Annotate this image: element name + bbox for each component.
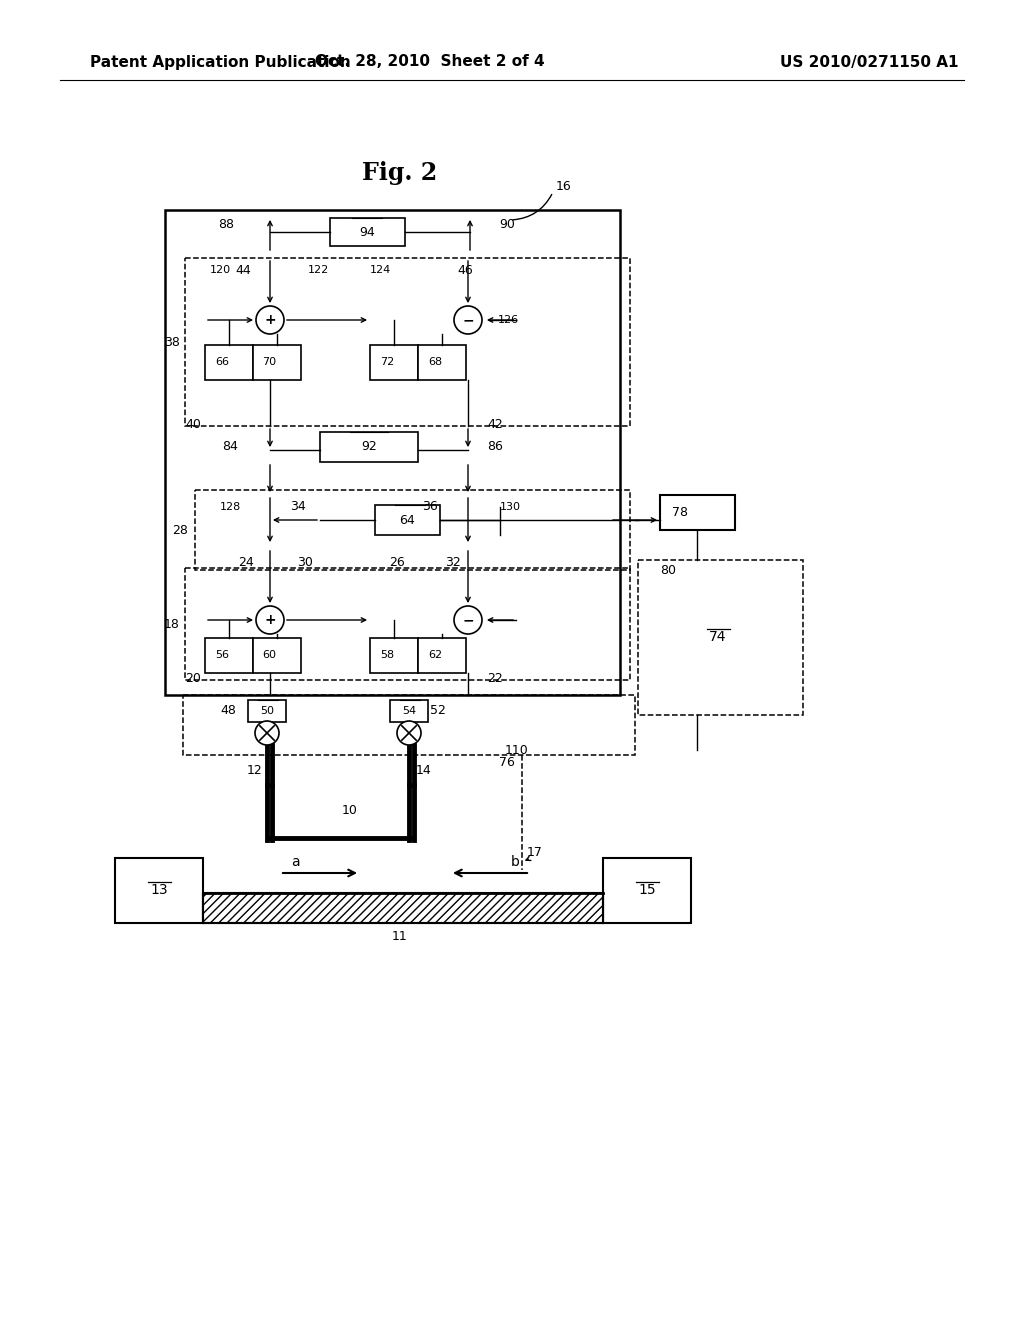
Bar (638, 560, 803, 715)
Text: 120: 120 (210, 265, 231, 275)
Text: 92: 92 (361, 441, 377, 454)
Text: 16: 16 (556, 180, 571, 193)
Bar (205, 345, 253, 380)
Text: 32: 32 (445, 557, 461, 569)
Text: 14: 14 (416, 763, 432, 776)
Text: 54: 54 (402, 706, 416, 715)
Text: 38: 38 (164, 335, 180, 348)
Bar (185, 257, 630, 426)
Text: 110: 110 (505, 743, 528, 756)
Text: 56: 56 (215, 649, 229, 660)
Text: Fig. 2: Fig. 2 (362, 161, 437, 185)
Bar (253, 345, 301, 380)
Text: 64: 64 (399, 513, 415, 527)
Bar (375, 506, 440, 535)
Text: −: − (462, 313, 474, 327)
Text: 78: 78 (672, 506, 688, 519)
Text: 60: 60 (262, 649, 276, 660)
Text: 68: 68 (428, 356, 442, 367)
Bar (660, 495, 735, 531)
Text: 10: 10 (342, 804, 358, 817)
Bar (603, 858, 691, 923)
Text: 122: 122 (307, 265, 329, 275)
Text: 11: 11 (392, 931, 408, 944)
Text: 124: 124 (370, 265, 390, 275)
Text: 18: 18 (164, 618, 180, 631)
Circle shape (454, 306, 482, 334)
Text: 20: 20 (185, 672, 201, 685)
Text: 84: 84 (222, 441, 238, 454)
Text: 72: 72 (380, 356, 394, 367)
Bar (390, 700, 428, 722)
Text: 86: 86 (487, 441, 503, 454)
Text: 17: 17 (527, 846, 543, 859)
Bar (370, 638, 418, 673)
Text: 76: 76 (499, 755, 515, 768)
Text: 12: 12 (247, 763, 263, 776)
Text: 28: 28 (172, 524, 188, 536)
Bar (370, 345, 418, 380)
Text: 34: 34 (290, 500, 306, 513)
Text: 80: 80 (660, 564, 676, 577)
Text: 46: 46 (457, 264, 473, 276)
Text: a: a (291, 855, 299, 869)
Text: 26: 26 (389, 557, 404, 569)
Text: 58: 58 (380, 649, 394, 660)
Bar (195, 490, 630, 570)
Text: +: + (264, 313, 275, 327)
Text: 128: 128 (219, 502, 241, 512)
Bar (165, 210, 620, 696)
Text: 62: 62 (428, 649, 442, 660)
Circle shape (256, 606, 284, 634)
Circle shape (255, 721, 279, 744)
Text: 90: 90 (499, 219, 515, 231)
Circle shape (454, 606, 482, 634)
Bar (115, 858, 203, 923)
Bar (319, 432, 418, 462)
Text: 13: 13 (151, 883, 168, 898)
Circle shape (256, 306, 284, 334)
Bar (205, 638, 253, 673)
Bar (418, 638, 466, 673)
Bar (418, 345, 466, 380)
Text: 50: 50 (260, 706, 274, 715)
Bar (330, 218, 406, 246)
Text: 15: 15 (638, 883, 655, 898)
Text: 88: 88 (218, 219, 234, 231)
Text: 74: 74 (710, 630, 727, 644)
Text: 30: 30 (297, 557, 313, 569)
Bar (253, 638, 301, 673)
Text: 126: 126 (498, 315, 518, 325)
Text: −: − (462, 612, 474, 627)
Text: Oct. 28, 2010  Sheet 2 of 4: Oct. 28, 2010 Sheet 2 of 4 (315, 54, 545, 70)
Text: 70: 70 (262, 356, 276, 367)
Text: 44: 44 (236, 264, 251, 276)
Bar (183, 696, 635, 755)
Text: Patent Application Publication: Patent Application Publication (90, 54, 351, 70)
Text: 94: 94 (359, 226, 375, 239)
Bar (248, 700, 286, 722)
Text: US 2010/0271150 A1: US 2010/0271150 A1 (780, 54, 958, 70)
Text: 66: 66 (215, 356, 229, 367)
Bar (185, 568, 630, 680)
Text: +: + (264, 612, 275, 627)
Text: 36: 36 (422, 500, 438, 513)
Text: 130: 130 (500, 502, 520, 512)
Text: 52: 52 (430, 705, 445, 718)
Text: 42: 42 (487, 418, 503, 432)
Text: b: b (511, 855, 519, 869)
Circle shape (397, 721, 421, 744)
Text: 22: 22 (487, 672, 503, 685)
Text: 48: 48 (220, 705, 236, 718)
Bar (203, 894, 603, 923)
Text: 24: 24 (239, 557, 254, 569)
Text: 40: 40 (185, 418, 201, 432)
